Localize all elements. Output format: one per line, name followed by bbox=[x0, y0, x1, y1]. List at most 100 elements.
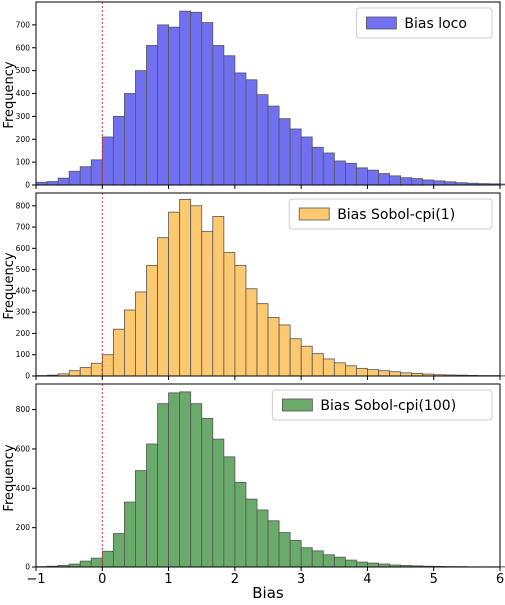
histogram-bar bbox=[179, 391, 192, 568]
histogram-bar bbox=[146, 264, 158, 377]
histogram-bar bbox=[245, 288, 258, 377]
y-tick-label: 700 bbox=[16, 20, 31, 29]
histogram-bar bbox=[168, 392, 181, 568]
y-axis-label-top: Frequency bbox=[2, 61, 17, 128]
histogram-bar bbox=[223, 252, 236, 377]
y-tick-label: 500 bbox=[16, 265, 31, 274]
x-tick-label: 1 bbox=[164, 572, 172, 587]
histogram-bar bbox=[411, 178, 424, 186]
x-axis-label: Bias bbox=[252, 584, 284, 602]
histogram-bar bbox=[157, 403, 169, 568]
x-tick-label: 2 bbox=[231, 572, 239, 587]
histogram-bar bbox=[223, 55, 236, 186]
histogram-bar bbox=[300, 136, 313, 186]
histogram-bar bbox=[267, 520, 280, 568]
histogram-bar bbox=[256, 94, 269, 186]
legend-swatch bbox=[365, 16, 397, 30]
y-tick-label: 0 bbox=[25, 372, 30, 381]
histogram-bar bbox=[68, 370, 81, 377]
y-tick-label: 600 bbox=[16, 444, 31, 453]
y-tick-label: 400 bbox=[16, 89, 31, 98]
y-tick-label: 200 bbox=[16, 135, 31, 144]
y-axis-label-bottom: Frequency bbox=[2, 444, 17, 511]
histogram-bar bbox=[146, 443, 158, 568]
histogram-bar bbox=[289, 338, 302, 377]
y-tick-label: 200 bbox=[16, 329, 31, 338]
histogram-bar bbox=[201, 230, 214, 377]
legend-box bbox=[355, 7, 493, 39]
y-tick-label: 0 bbox=[25, 563, 30, 572]
histogram-bar bbox=[135, 470, 147, 568]
histogram-bar bbox=[344, 365, 357, 377]
histogram-bar bbox=[212, 216, 225, 377]
y-tick-label: 700 bbox=[16, 223, 31, 232]
histogram-bar bbox=[378, 370, 390, 377]
histogram-bar bbox=[245, 498, 258, 568]
histogram-bar bbox=[433, 180, 446, 186]
histogram-bar bbox=[168, 26, 181, 186]
x-tick-label: −1 bbox=[26, 572, 45, 587]
histogram-bar bbox=[311, 550, 324, 568]
histogram-bar bbox=[333, 556, 346, 568]
histogram-bar bbox=[367, 369, 379, 377]
histogram-bar bbox=[300, 345, 313, 377]
histogram-bar bbox=[201, 22, 214, 186]
histogram-bar bbox=[267, 317, 280, 377]
y-tick-label: 600 bbox=[16, 43, 31, 52]
histogram-bar bbox=[90, 557, 103, 568]
histogram-bar bbox=[245, 79, 258, 186]
histogram-bar bbox=[101, 136, 114, 186]
histogram-bar bbox=[112, 533, 125, 568]
histogram-bar bbox=[422, 179, 435, 186]
y-tick-label: 100 bbox=[16, 158, 31, 167]
histogram-bar bbox=[278, 118, 291, 186]
y-tick-label: 400 bbox=[16, 286, 31, 295]
y-tick-label: 300 bbox=[16, 112, 31, 121]
histogram-bar bbox=[256, 509, 269, 568]
histogram-bar bbox=[146, 45, 158, 186]
legend-label: Bias Sobol-cpi(1) bbox=[337, 207, 455, 223]
histogram-bar bbox=[79, 560, 92, 568]
histogram-bar bbox=[356, 167, 368, 186]
y-tick-label: 600 bbox=[16, 244, 31, 253]
legend: Bias Sobol-cpi(100) bbox=[271, 389, 493, 421]
y-tick-label: 300 bbox=[16, 308, 31, 317]
legend: Bias Sobol-cpi(1) bbox=[288, 198, 493, 230]
legend-label: Bias loco bbox=[404, 16, 467, 32]
histogram-bar bbox=[190, 403, 203, 568]
histogram-bar bbox=[179, 198, 192, 377]
histogram-bar bbox=[378, 173, 390, 186]
y-tick-label: 200 bbox=[16, 523, 31, 532]
y-tick-label: 0 bbox=[25, 181, 30, 190]
y-tick-label: 100 bbox=[16, 350, 31, 359]
histogram-bar bbox=[79, 367, 92, 377]
histogram-bar bbox=[157, 237, 169, 377]
histogram-bar bbox=[333, 362, 346, 377]
histogram-bar bbox=[90, 362, 103, 377]
histogram-bar bbox=[223, 456, 236, 568]
y-tick-label: 500 bbox=[16, 66, 31, 75]
histogram-bar bbox=[123, 501, 136, 568]
histogram-bar bbox=[400, 177, 413, 186]
histogram-bar bbox=[179, 10, 192, 186]
histogram-panel-2: 0 100 200 300 400 500 600 700 800 Bias Sobol-cpi(… bbox=[16, 192, 505, 381]
histogram-bar bbox=[123, 93, 136, 186]
histogram-bar bbox=[212, 438, 225, 568]
legend-box bbox=[288, 198, 493, 230]
histogram-bar bbox=[123, 309, 136, 377]
histogram-bar bbox=[256, 303, 269, 377]
histogram-bar bbox=[201, 418, 214, 568]
legend-box bbox=[271, 389, 493, 421]
legend-swatch bbox=[281, 398, 313, 412]
y-tick-label: 400 bbox=[16, 484, 31, 493]
histogram-bar bbox=[289, 540, 302, 568]
histogram-bar bbox=[289, 128, 302, 186]
histogram-bar bbox=[344, 559, 357, 568]
histogram-bar bbox=[499, 183, 505, 186]
histogram-bar bbox=[367, 562, 379, 568]
histogram-bar bbox=[46, 181, 59, 186]
histogram-bar bbox=[168, 211, 181, 377]
histogram-bar bbox=[212, 45, 225, 186]
